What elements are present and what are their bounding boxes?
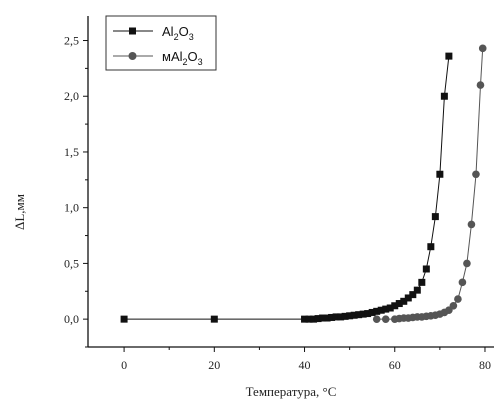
series-1-point xyxy=(120,315,128,323)
y-axis-title: ΔL,мм xyxy=(12,194,27,230)
series-1-point xyxy=(337,313,345,321)
series-1-point xyxy=(350,311,358,319)
series-1-point xyxy=(418,278,426,286)
series-2-point xyxy=(372,315,381,323)
series-1-point xyxy=(373,307,381,315)
series-1-point xyxy=(440,92,448,100)
series-1-point xyxy=(409,291,417,299)
y-tick-label: 1,5 xyxy=(64,145,79,159)
series-1-point xyxy=(368,308,376,316)
series-1-point xyxy=(386,304,394,312)
y-tick-label: 0,0 xyxy=(64,312,79,326)
series-1-point xyxy=(436,170,444,178)
series-1-point xyxy=(382,305,390,313)
x-tick-label: 80 xyxy=(479,358,491,372)
series-1-point xyxy=(319,314,327,322)
series-2-point xyxy=(463,259,471,268)
x-axis-title: Температура, °С xyxy=(246,384,337,399)
series-2-point xyxy=(458,278,467,287)
series-1-point xyxy=(359,310,367,318)
series-1-point xyxy=(413,286,421,294)
y-tick-label: 2,5 xyxy=(64,34,79,48)
series-2-point xyxy=(467,220,476,229)
series-1-point xyxy=(210,315,218,323)
x-tick-label: 0 xyxy=(121,358,127,372)
series-1-point xyxy=(332,313,340,321)
series-1-point xyxy=(341,312,349,320)
series-2-point xyxy=(476,81,485,89)
series-1-point xyxy=(400,297,408,305)
legend-label-series-2: мAl2O3 xyxy=(162,49,203,67)
series-2-point xyxy=(472,170,480,179)
series-1-point xyxy=(395,300,403,308)
legend: Al2O3 мAl2O3 xyxy=(105,15,217,71)
series-2-point xyxy=(449,301,458,310)
y-tick-label: 0,5 xyxy=(64,256,79,270)
series-1-point xyxy=(301,315,309,323)
series-1-point xyxy=(346,312,354,320)
x-tick-label: 40 xyxy=(299,358,311,372)
series-1-point xyxy=(445,52,453,60)
legend-item-series-2: мAl2O3 xyxy=(113,49,203,67)
series-1-point xyxy=(314,315,322,323)
series-layer xyxy=(120,44,487,323)
legend-marker-circle xyxy=(128,52,137,60)
series-1-point xyxy=(328,313,336,321)
ticks: 0 20 40 60 80 0,0 0,5 1,0 1,5 2,0 2,5 xyxy=(64,34,491,372)
series-2-point xyxy=(454,295,462,303)
series-2-line xyxy=(376,48,484,320)
series-1-point xyxy=(431,213,439,221)
legend-item-series-1: Al2O3 xyxy=(113,24,194,42)
series-1-point xyxy=(305,315,313,323)
series-2-point xyxy=(478,44,487,53)
legend-label-series-1: Al2O3 xyxy=(162,24,194,42)
series-2-point xyxy=(381,315,390,323)
series-1-point xyxy=(355,311,363,319)
series-1-point xyxy=(427,243,435,251)
series-1-point xyxy=(404,294,412,302)
y-tick-label: 2,0 xyxy=(64,89,79,103)
series-1-point xyxy=(323,314,331,322)
series-1-point xyxy=(364,310,372,318)
series-1-point xyxy=(310,315,318,323)
axes xyxy=(87,16,494,348)
legend-box xyxy=(105,15,217,71)
x-tick-label: 20 xyxy=(208,358,220,372)
series-1-point xyxy=(422,265,430,273)
y-tick-label: 1,0 xyxy=(64,201,79,215)
series-1-point xyxy=(377,306,385,314)
series-1-line xyxy=(124,56,450,320)
legend-marker-square xyxy=(129,27,136,35)
x-tick-label: 60 xyxy=(389,358,401,372)
series-1-point xyxy=(391,302,399,310)
